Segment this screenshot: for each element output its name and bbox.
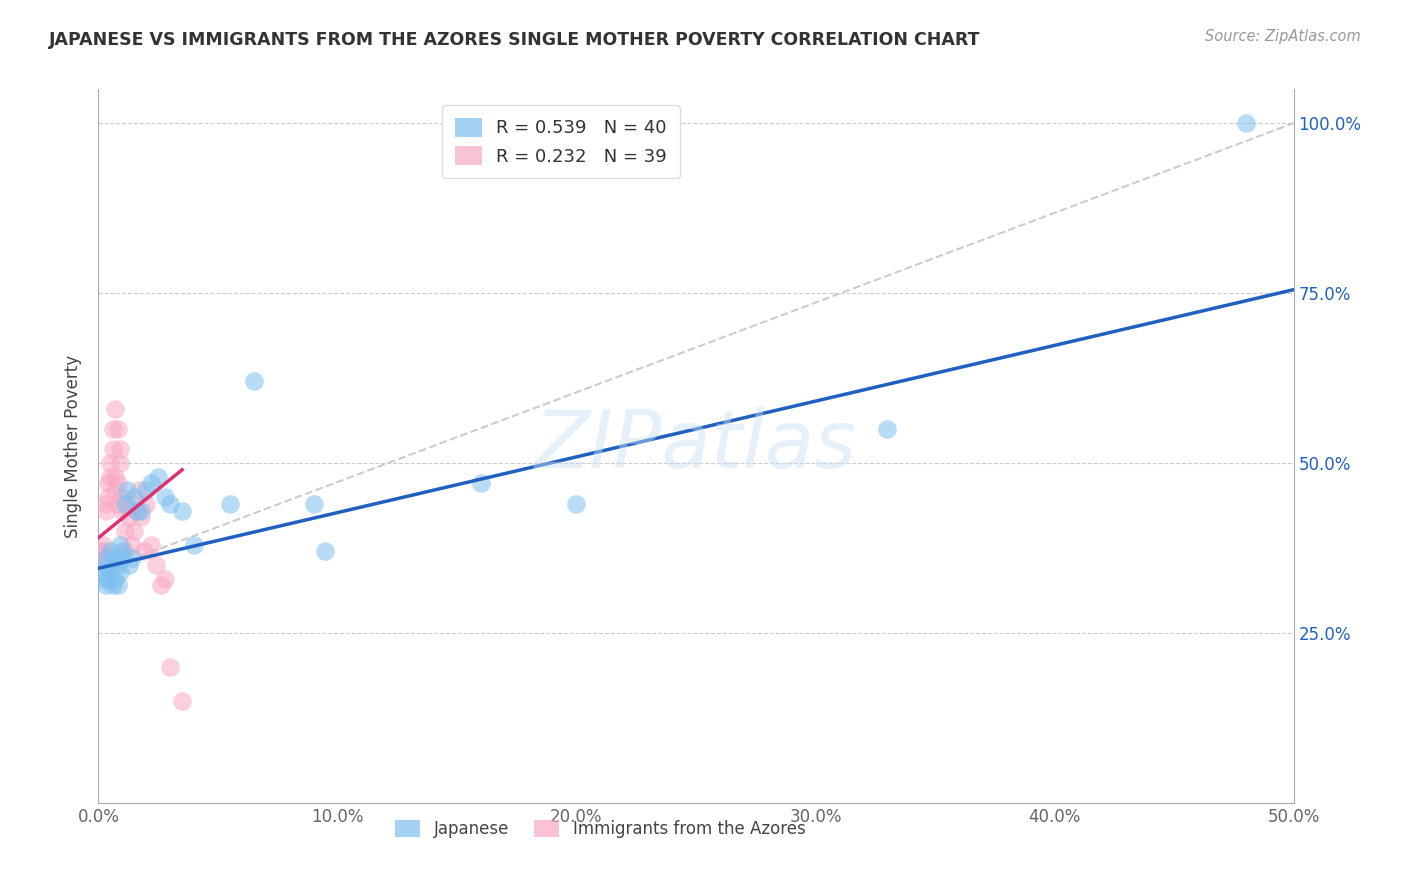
Point [97, 572, 120, 586]
Point [111, 503, 134, 517]
Point [243, 375, 266, 389]
Text: Source: ZipAtlas.com: Source: ZipAtlas.com [1205, 29, 1361, 44]
Point [108, 456, 131, 470]
Point [94, 551, 117, 566]
Point [111, 490, 134, 504]
Legend: Japanese, Immigrants from the Azores: Japanese, Immigrants from the Azores [389, 813, 811, 845]
Point [172, 503, 194, 517]
Point [98, 456, 122, 470]
Point [97, 476, 120, 491]
Point [104, 551, 127, 566]
Point [121, 551, 143, 566]
Point [565, 497, 588, 511]
Point [107, 422, 129, 436]
Point [115, 483, 138, 498]
Point [135, 497, 157, 511]
Point [159, 660, 181, 674]
Point [118, 558, 141, 572]
Point [219, 497, 242, 511]
Point [108, 565, 131, 579]
Point [302, 497, 325, 511]
Point [149, 578, 172, 592]
Point [118, 510, 141, 524]
Point [97, 558, 120, 572]
Point [183, 537, 205, 551]
Point [131, 510, 153, 524]
Y-axis label: Single Mother Poverty: Single Mother Poverty [65, 354, 83, 538]
Point [91, 537, 114, 551]
Point [114, 497, 136, 511]
Point [90, 551, 112, 566]
Point [876, 422, 898, 436]
Point [107, 497, 129, 511]
Text: ZIPatlas: ZIPatlas [534, 407, 858, 485]
Point [94, 503, 117, 517]
Point [111, 544, 134, 558]
Point [155, 490, 177, 504]
Point [101, 578, 124, 592]
Point [101, 558, 124, 572]
Point [101, 442, 124, 457]
Point [125, 503, 148, 517]
Point [155, 572, 177, 586]
Point [101, 422, 124, 436]
Point [131, 503, 153, 517]
Point [94, 578, 117, 592]
Point [128, 483, 150, 498]
Text: JAPANESE VS IMMIGRANTS FROM THE AZORES SINGLE MOTHER POVERTY CORRELATION CHART: JAPANESE VS IMMIGRANTS FROM THE AZORES S… [49, 31, 981, 49]
Point [90, 544, 112, 558]
Point [135, 483, 157, 498]
Point [121, 537, 143, 551]
Point [125, 503, 148, 517]
Point [107, 578, 129, 592]
Point [114, 544, 136, 558]
Point [108, 442, 131, 457]
Point [315, 544, 337, 558]
Point [107, 558, 129, 572]
Point [114, 524, 136, 538]
Point [98, 565, 122, 579]
Point [111, 551, 134, 566]
Point [91, 572, 114, 586]
Point [98, 544, 122, 558]
Point [172, 694, 194, 708]
Point [104, 469, 127, 483]
Point [104, 401, 127, 416]
Point [107, 476, 129, 491]
Point [94, 497, 117, 511]
Point [139, 537, 162, 551]
Point [90, 565, 112, 579]
Point [132, 544, 155, 558]
Point [145, 558, 167, 572]
Point [91, 544, 114, 558]
Point [139, 476, 162, 491]
Point [148, 469, 170, 483]
Point [470, 476, 492, 491]
Point [115, 497, 138, 511]
Point [108, 537, 131, 551]
Point [104, 483, 127, 498]
Point [124, 490, 146, 504]
Point [1234, 116, 1257, 130]
Point [159, 497, 181, 511]
Point [104, 572, 127, 586]
Point [98, 469, 122, 483]
Point [97, 490, 120, 504]
Point [124, 524, 146, 538]
